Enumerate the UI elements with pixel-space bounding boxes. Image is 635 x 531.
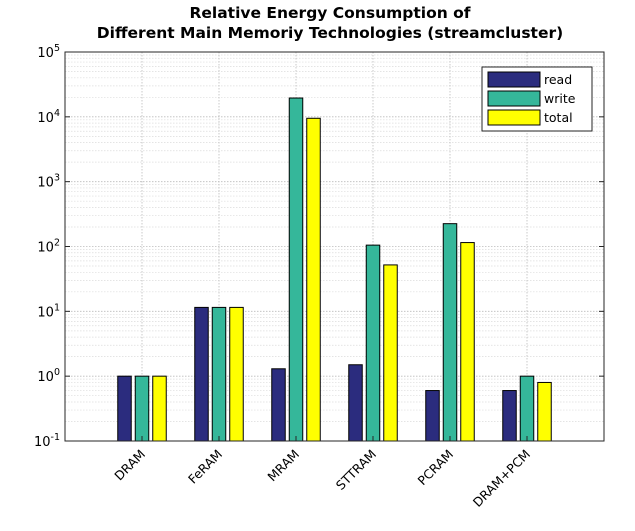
bar-total-sttram: [383, 264, 398, 442]
bar-read-mram: [271, 368, 286, 442]
bar-read-sttram: [348, 364, 363, 442]
bar-read-feram: [194, 306, 209, 442]
bar-total-dram-pcm: [537, 381, 552, 442]
bar-write-pcram: [442, 223, 458, 442]
plot-area: 10-1 100 101 102 103 104 105 DRAM FeRAM MRAM STTRA…: [34, 43, 605, 510]
y-tick-label: 100: [37, 367, 60, 385]
legend-label-write: write: [544, 91, 576, 106]
y-tick-label: 104: [37, 108, 60, 126]
legend-label-total: total: [544, 110, 573, 125]
bar-read-dram: [117, 375, 132, 442]
legend-swatch-read: [487, 71, 541, 88]
x-tick-label: DRAM: [111, 447, 148, 484]
bar-read-dram-pcm: [502, 390, 517, 442]
legend-swatch-write: [487, 90, 541, 107]
legend-label-read: read: [544, 72, 572, 87]
x-tick-label: MRAM: [264, 447, 302, 485]
bar-write-dram-pcm: [519, 375, 535, 442]
bar-total-feram: [229, 306, 244, 442]
x-tick-label: PCRAM: [415, 447, 457, 489]
legend-swatch-total: [487, 109, 541, 126]
legend: read write total: [481, 66, 593, 132]
chart-title: Relative Energy Consumption of: [189, 4, 470, 22]
y-tick-label: 10-1: [34, 432, 60, 450]
x-tick-label: FeRAM: [185, 447, 225, 487]
y-tick-label: 102: [37, 238, 60, 256]
x-tick-label: STTRAM: [333, 447, 379, 493]
bar-write-feram: [211, 306, 227, 442]
chart-subtitle: Different Main Memoriy Technologies (str…: [97, 24, 563, 42]
bar-write-sttram: [365, 244, 381, 442]
bar-write-dram: [134, 375, 150, 442]
bar-total-dram: [152, 375, 167, 442]
y-tick-label: 103: [37, 173, 60, 191]
bar-total-pcram: [460, 242, 475, 442]
bar-write-mram: [288, 97, 304, 442]
bar-total-mram: [306, 117, 321, 442]
y-tick-label: 105: [37, 43, 60, 61]
x-tick-label: DRAM+PCM: [470, 447, 533, 510]
bar-read-pcram: [425, 390, 440, 442]
y-tick-label: 101: [37, 302, 60, 320]
